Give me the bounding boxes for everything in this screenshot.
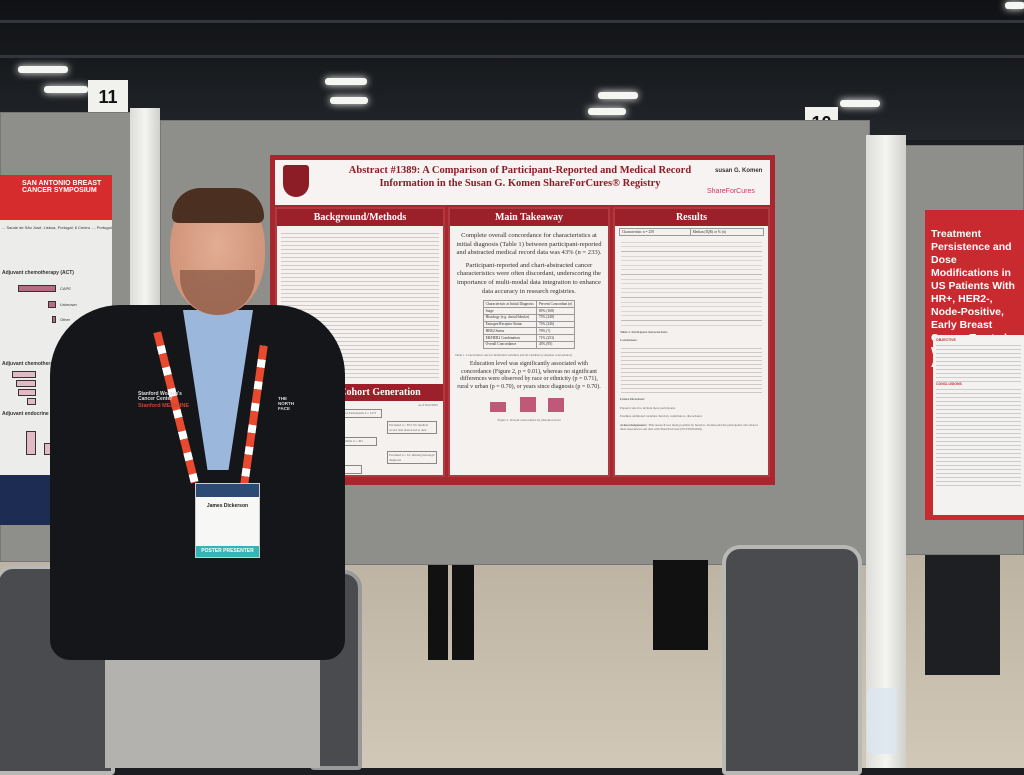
table-caption: Table 1. Concordance rate for individual…	[455, 352, 573, 357]
chart-title: Adjuvant chemotherapy (ACT)	[2, 270, 74, 276]
badge-name: James Dickerson	[206, 503, 249, 509]
name-badge: James Dickerson POSTER PRESENTER	[195, 483, 260, 558]
board-pole	[866, 135, 906, 768]
section-heading: OBJECTIVE	[936, 338, 956, 342]
poster-header: Abstract #1389: A Comparison of Particip…	[275, 160, 770, 205]
figure-bar	[490, 401, 506, 412]
education-figure	[450, 394, 608, 416]
chart-bar	[16, 380, 36, 387]
presenter-hair	[172, 188, 264, 223]
figure-bar	[548, 397, 564, 412]
shareforcures-logo: ShareForCures	[707, 188, 755, 195]
flow-box: Excluded n = 872: No medical record data…	[387, 421, 437, 435]
symposium-header: SAN ANTONIO BREAST CANCER SYMPOSIUM	[0, 175, 112, 220]
person-legs	[653, 560, 708, 650]
chart-bar	[18, 389, 36, 396]
chart-title: Adjuvant chemotherapy (ACT)	[2, 361, 74, 367]
results-section: Results Characteristic n = 258 Median (IQ…	[613, 207, 770, 477]
ceiling	[0, 0, 1024, 140]
participant-table: Characteristic n = 258 Median (IQR) or % …	[619, 228, 765, 236]
future-item: Examine additional variables that may co…	[620, 414, 703, 419]
chart-bar	[18, 285, 56, 292]
chart-bar	[12, 371, 36, 378]
section-heading: Main Takeaway	[450, 209, 608, 226]
flow-box: Excluded n = 61: missing histologic diag…	[387, 451, 437, 465]
stanford-jacket-logo: Stanford Women's Cancer Center Stanford …	[138, 391, 190, 410]
future-label: Future Directions:	[620, 396, 646, 401]
takeaway-text: Participant-reported and chart-abstracte…	[457, 261, 601, 295]
person-legs	[452, 565, 474, 660]
affiliation-text: ... Saúde de São José, Lisboa, Portugal;…	[2, 225, 112, 230]
water-bottle	[867, 688, 897, 754]
chart-bar	[52, 316, 56, 323]
right-poster-body: OBJECTIVE CONCLUSIONS	[933, 335, 1024, 515]
chair	[722, 545, 862, 775]
conclusions-label: Conclusions:	[620, 338, 638, 343]
chair	[925, 555, 1000, 675]
main-takeaway-section: Main Takeaway Complete overall concordan…	[448, 207, 610, 477]
section-heading: Background/Methods	[277, 209, 443, 226]
bar-label: CAPE	[60, 286, 71, 291]
cohort-date: as of 8/22/2025	[418, 403, 438, 407]
ack-text: This research was made possible by Susan…	[620, 422, 758, 432]
section-heading: Results	[615, 209, 768, 226]
takeaway-text: Complete overall concordance for charact…	[456, 232, 602, 257]
poster-title: Abstract #1389: A Comparison of Particip…	[348, 165, 692, 189]
future-item: Expand cohort to include more participan…	[620, 405, 676, 410]
figure-bar	[520, 396, 536, 412]
ack-label: Acknowledgements:	[620, 422, 648, 427]
presenter-pants	[105, 640, 320, 768]
north-face-logo: THE NORTH FACE	[278, 396, 294, 411]
takeaway-text: Education level was significantly associ…	[457, 361, 601, 390]
main-poster: Abstract #1389: A Comparison of Particip…	[270, 155, 775, 485]
chart-title: Adjuvant endocrine therapy	[2, 411, 69, 417]
figure-caption: Figure 2. Overall concordance by educati…	[497, 417, 561, 422]
conclusions-text	[621, 344, 762, 395]
bar-label: Other	[60, 317, 71, 322]
person-legs	[428, 565, 448, 660]
chart-bar	[27, 398, 36, 405]
komen-logo: susan G. Komen	[715, 168, 763, 174]
poster-presenter-ribbon: POSTER PRESENTER	[196, 546, 259, 557]
table-rows	[621, 237, 762, 328]
bar-label: Unknown	[60, 302, 77, 307]
concordance-table: Characteristic at Initial Diagnosis Perce…	[482, 300, 576, 349]
stanford-shield-icon	[283, 165, 309, 197]
section-heading: Cohort Generation	[317, 384, 443, 401]
chart-bar	[48, 301, 56, 308]
section-heading: CONCLUSIONS	[936, 382, 962, 386]
chart-bar	[26, 431, 36, 455]
aisle-sign: 11	[88, 80, 128, 115]
right-poster: Treatment Persistence and Dose Modificat…	[925, 210, 1024, 520]
table-caption: Table 2. Participant characteristics	[620, 329, 668, 334]
